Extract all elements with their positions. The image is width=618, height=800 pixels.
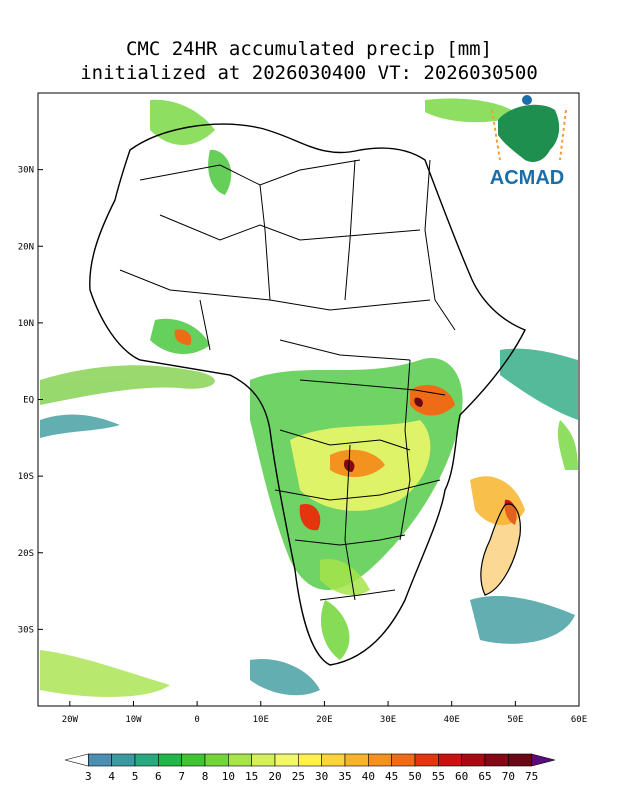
colorbar-label: 60 [455,770,468,783]
lat-label: 10N [18,319,34,329]
colorbar-swatch [461,753,486,767]
lat-label: 30N [18,166,34,176]
colorbar-swatch [484,753,509,767]
chart-title: CMC 24HR accumulated precip [mm] [125,38,493,60]
colorbar-swatch [298,753,322,767]
colorbar-label: 30 [315,770,328,783]
lat-label: 20S [18,549,34,559]
colorbar: 3 4 5 6 7 8 10 15 20 25 30 35 40 45 50 55 60 65 70 75 [64,753,556,783]
lon-label: 30E [380,715,396,725]
chart-subtitle: initialized at 2026030400 VT: 2026030500 [80,62,538,84]
colorbar-swatch [414,753,439,767]
precip-field-light [40,98,578,697]
africa-coastline [89,123,526,666]
country-borders [119,159,456,601]
colorbar-label: 50 [408,770,421,783]
colorbar-label: 65 [478,770,491,783]
lat-label: 20N [18,242,34,252]
colorbar-label: 6 [155,770,162,783]
madagascar-outline [480,503,521,596]
colorbar-label: 75 [525,770,538,783]
lon-label: 20E [316,715,332,725]
colorbar-label: 5 [132,770,139,783]
latitude-labels: 30N 20N 10N EQ 10S 20S 30S [18,166,43,635]
colorbar-label: 8 [202,770,209,783]
colorbar-swatch [88,753,112,767]
lon-label: 20W [62,715,79,725]
colorbar-label: 3 [85,770,92,783]
lat-label: 30S [18,625,34,635]
lat-label: EQ [23,396,34,406]
colorbar-swatch [508,753,532,767]
colorbar-swatch [531,753,556,767]
africa-logo-icon: ACMAD [490,95,567,189]
precip-field-heavy [150,318,525,660]
colorbar-swatch [391,753,416,767]
colorbar-swatch [321,753,346,767]
colorbar-swatch [204,753,229,767]
colorbar-label: 20 [268,770,281,783]
colorbar-label: 70 [502,770,515,783]
colorbar-swatch [64,753,89,767]
map-area [40,98,578,697]
lon-label: 10W [125,715,142,725]
colorbar-label: 45 [385,770,398,783]
colorbar-swatch [111,753,136,767]
colorbar-swatch [158,753,182,767]
lon-label: 60E [571,715,587,725]
logo-text: ACMAD [490,167,564,189]
colorbar-swatch [368,753,392,767]
colorbar-swatch [274,753,299,767]
lon-label: 0 [194,715,199,725]
colorbar-swatch [438,753,462,767]
lat-label: 10S [18,472,34,482]
colorbar-swatch [344,753,369,767]
colorbar-label: 35 [338,770,351,783]
lon-label: 10E [253,715,269,725]
colorbar-swatch [228,753,252,767]
colorbar-label: 10 [222,770,235,783]
longitude-labels: 20W 10W 0 10E 20E 30E 40E 50E 60E [62,701,587,725]
lon-label: 50E [507,715,523,725]
colorbar-swatch [251,753,276,767]
colorbar-label: 15 [245,770,258,783]
colorbar-label: 25 [292,770,305,783]
colorbar-swatch [134,753,159,767]
colorbar-label: 4 [108,770,115,783]
lon-label: 40E [444,715,460,725]
colorbar-label: 7 [178,770,185,783]
colorbar-label: 55 [432,770,445,783]
colorbar-swatch [181,753,206,767]
colorbar-label: 40 [362,770,375,783]
